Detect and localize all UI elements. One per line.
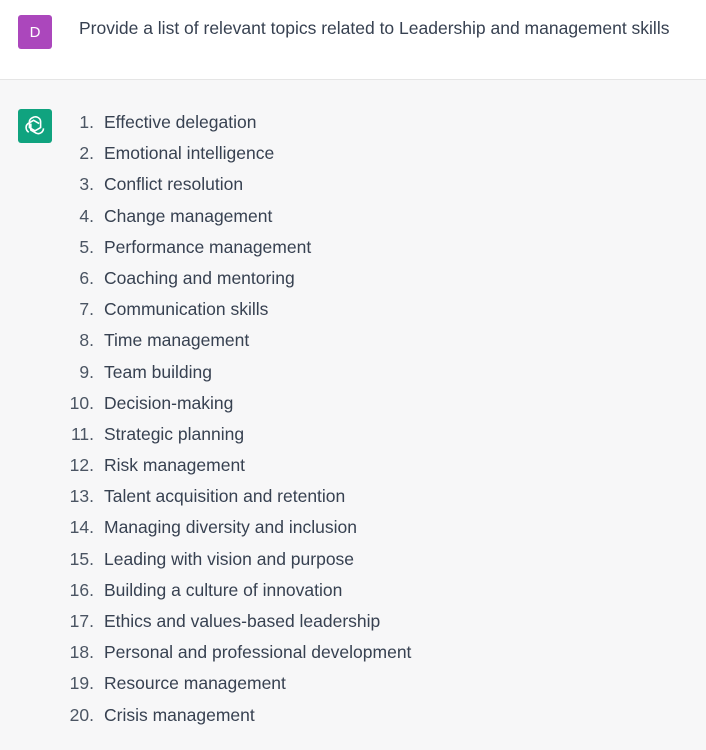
user-avatar[interactable]: D xyxy=(18,15,52,49)
list-item-number: 11. xyxy=(70,423,94,444)
assistant-message-row: 1. Effective delegation 2. Emotional intell… xyxy=(0,81,706,750)
list-item-text: Talent acquisition and retention xyxy=(104,486,346,507)
list-item-text: Communication skills xyxy=(104,299,269,320)
list-item-text: Building a culture of innovation xyxy=(104,579,343,600)
list-item-text: Change management xyxy=(104,205,273,226)
list-item-text: Effective delegation xyxy=(104,112,257,132)
list-item-number: 1. xyxy=(79,112,94,132)
list-item-text: Risk management xyxy=(104,455,246,476)
list-item-number: 16. xyxy=(69,579,94,600)
list-item-number: 10. xyxy=(69,392,94,413)
list-item-number: 13. xyxy=(69,486,94,507)
list-item-text: Team building xyxy=(104,361,212,382)
list-item-number: 12. xyxy=(69,455,94,476)
list-item-text: Leading with vision and purpose xyxy=(104,548,355,569)
user-message-row: D Provide a list of relevant topics rela… xyxy=(0,0,706,80)
user-avatar-letter: D xyxy=(29,23,41,41)
openai-logo-icon xyxy=(25,116,45,135)
list-item-number: 7. xyxy=(79,299,94,320)
list-item-text: Personal and professional development xyxy=(104,642,412,663)
list-item-number: 19. xyxy=(69,673,94,694)
list-item-text: Emotional intelligence xyxy=(104,143,275,164)
list-item-text: Conflict resolution xyxy=(104,174,244,195)
list-item-number: 4. xyxy=(79,205,94,226)
list-item-number: 5. xyxy=(79,236,94,257)
list-item-text: Coaching and mentoring xyxy=(104,267,295,288)
list-item-number: 8. xyxy=(79,330,94,351)
list-item-number: 3. xyxy=(79,174,94,195)
list-item-number: 15. xyxy=(69,548,94,569)
list-item-text: Decision-making xyxy=(104,392,234,413)
list-item-text: Performance management xyxy=(104,236,312,257)
list-item-number: 6. xyxy=(79,267,94,288)
assistant-avatar xyxy=(18,109,52,143)
list-item-number: 17. xyxy=(69,611,94,631)
user-message-text: Provide a list of relevant topics relate… xyxy=(79,18,670,38)
list-item-text: Time management xyxy=(104,330,250,351)
list-item-text: Strategic planning xyxy=(104,423,245,444)
list-item-number: 20. xyxy=(69,704,94,725)
list-item-text: Crisis management xyxy=(104,704,255,725)
list-item-number: 9. xyxy=(79,361,94,382)
list-item-text: Resource management xyxy=(104,673,286,694)
list-item-number: 18. xyxy=(69,642,94,663)
list-item-number: 14. xyxy=(69,517,94,538)
list-item-text: Managing diversity and inclusion xyxy=(104,517,357,538)
list-item-number: 2. xyxy=(79,143,94,164)
list-item-text: Ethics and values-based leadership xyxy=(104,611,381,631)
